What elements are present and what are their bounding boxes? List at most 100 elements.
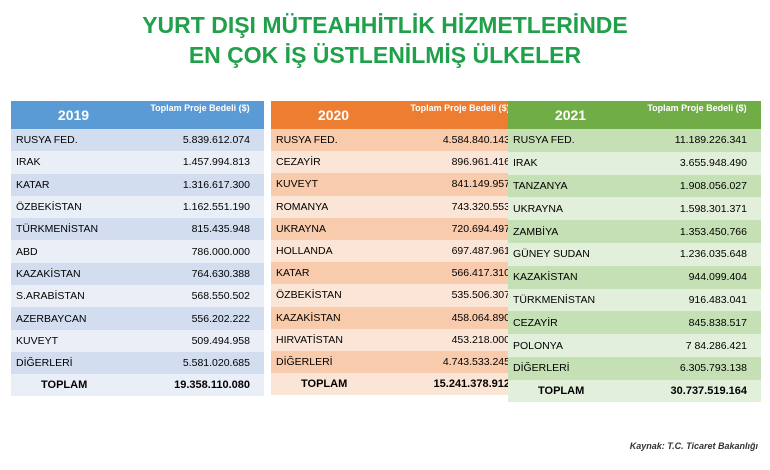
project-value: 4.584.840.143: [442, 134, 510, 147]
country-name: KATAR: [16, 178, 50, 191]
project-value: 509.494.958: [191, 334, 250, 347]
country-name: TÜRKMENİSTAN: [513, 293, 596, 306]
table-body: RUSYA FED. 11.189.226.341 IRAK 3.655.948.49…: [508, 129, 761, 380]
project-value: 568.550.502: [191, 290, 250, 303]
table-body: RUSYA FED. 4.584.840.143 CEZAYİR 896.961.41…: [271, 129, 524, 374]
country-name: ÖZBEKİSTAN: [16, 201, 82, 214]
table-row: TÜRKMENİSTAN 815.435.948: [11, 218, 264, 241]
project-value: 566.417.310: [451, 267, 510, 280]
total-row: TOPLAM 15.241.378.912: [271, 373, 524, 396]
page-title: YURT DIŞI MÜTEAHHİTLİK HİZMETLERİNDE EN …: [0, 10, 770, 70]
project-value: 720.694.497: [451, 222, 510, 235]
country-name: UKRAYNA: [276, 222, 326, 235]
country-name: ÖZBEKİSTAN: [276, 289, 342, 302]
table-row: UKRAYNA 720.694.497: [271, 217, 524, 240]
project-value: 1.236.035.648: [679, 248, 747, 261]
column-header: Toplam Proje Bedeli ($): [410, 103, 510, 113]
country-name: DİĞERLERİ: [276, 355, 333, 368]
country-name: AZERBAYCAN: [16, 312, 87, 325]
project-value: 535.506.307: [451, 289, 510, 302]
table-row: KATAR 566.417.310: [271, 262, 524, 285]
total-row: TOPLAM 30.737.519.164: [508, 379, 761, 402]
country-name: HOLLANDA: [276, 245, 333, 258]
country-name: S.ARABİSTAN: [16, 290, 85, 303]
total-value: 15.241.378.912: [433, 378, 510, 391]
country-name: DİĞERLERİ: [16, 357, 73, 370]
project-value: 944.099.404: [688, 271, 747, 284]
total-label: TOPLAM: [41, 379, 88, 392]
table-row: KAZAKİSTAN 944.099.404: [508, 265, 761, 289]
country-name: RUSYA FED.: [276, 134, 338, 147]
table-row: ÖZBEKİSTAN 535.506.307: [271, 284, 524, 307]
year-label: 2021: [554, 107, 587, 123]
table-row: RUSYA FED. 11.189.226.341: [508, 129, 761, 152]
project-value: 764.630.388: [191, 267, 250, 280]
year-label: 2019: [57, 107, 90, 123]
project-value: 1.908.056.027: [679, 179, 747, 192]
country-name: KAZAKİSTAN: [16, 267, 81, 280]
table-row: DİĞERLERİ 5.581.020.685: [11, 351, 264, 375]
country-name: RUSYA FED.: [16, 134, 78, 147]
table-2020: 2020 Toplam Proje Bedeli ($) RUSYA FED. 4.5…: [271, 101, 524, 396]
total-value: 19.358.110.080: [174, 379, 250, 392]
project-value: 1.316.617.300: [182, 178, 250, 191]
total-label: TOPLAM: [538, 384, 585, 397]
country-name: ROMANYA: [276, 200, 329, 213]
country-name: CEZAYİR: [276, 156, 321, 169]
table-row: HOLLANDA 697.487.961: [271, 239, 524, 263]
table-row: KUVEYT 841.149.957: [271, 173, 524, 196]
table-row: IRAK 1.457.994.813: [11, 151, 264, 174]
table-body: RUSYA FED. 5.839.612.074 IRAK 1.457.994.813…: [11, 129, 264, 375]
country-name: KUVEYT: [16, 334, 59, 347]
table-row: ÖZBEKİSTAN 1.162.551.190: [11, 195, 264, 219]
country-name: IRAK: [16, 156, 41, 169]
project-value: 3.655.948.490: [679, 157, 747, 170]
country-name: ZAMBİYA: [513, 225, 559, 238]
table-row: DİĞERLERİ 6.305.793.138: [508, 356, 761, 380]
project-value: 845.838.517: [688, 316, 747, 329]
table-row: TÜRKMENİSTAN 916.483.041: [508, 288, 761, 312]
total-value: 30.737.519.164: [670, 384, 747, 397]
project-value: 11.189.226.341: [674, 134, 747, 147]
table-2019: 2019 Toplam Proje Bedeli ($) RUSYA FED. 5.8…: [11, 101, 264, 397]
country-name: DİĞERLERİ: [513, 362, 570, 375]
table-row: CEZAYİR 845.838.517: [508, 311, 761, 335]
country-name: KATAR: [276, 267, 310, 280]
country-name: ABD: [16, 245, 38, 258]
country-name: CEZAYİR: [513, 316, 558, 329]
project-value: 815.435.948: [191, 223, 250, 236]
country-name: HIRVATİSTAN: [276, 333, 343, 346]
country-name: KAZAKİSTAN: [513, 271, 578, 284]
title-line-1: YURT DIŞI MÜTEAHHİTLİK HİZMETLERİNDE: [142, 12, 628, 38]
title-line-2: EN ÇOK İŞ ÜSTLENİLMİŞ ÜLKELER: [188, 42, 582, 68]
table-row: KUVEYT 509.494.958: [11, 329, 264, 352]
country-name: IRAK: [513, 157, 538, 170]
table-row: DİĞERLERİ 4.743.533.245: [271, 350, 524, 374]
table-row: RUSYA FED. 4.584.840.143: [271, 129, 524, 152]
country-name: TANZANYA: [513, 179, 568, 192]
year-label: 2020: [317, 107, 350, 123]
table-row: AZERBAYCAN 556.202.222: [11, 307, 264, 330]
project-value: 6.305.793.138: [679, 362, 747, 375]
table-2021: 2021 Toplam Proje Bedeli ($) RUSYA FED. 11.…: [508, 101, 761, 402]
table-row: ABD 786.000.000: [11, 240, 264, 263]
country-name: RUSYA FED.: [513, 134, 575, 147]
table-row: S.ARABİSTAN 568.550.502: [11, 285, 264, 308]
table-row: CEZAYİR 896.961.416: [271, 151, 524, 174]
table-row: POLONYA 7 84.286.421: [508, 334, 761, 357]
table-row: KATAR 1.316.617.300: [11, 173, 264, 196]
table-header: 2021 Toplam Proje Bedeli ($): [508, 101, 761, 129]
table-header: 2020 Toplam Proje Bedeli ($): [271, 101, 524, 129]
table-row: ZAMBİYA 1.353.450.766: [508, 220, 761, 243]
project-value: 916.483.041: [688, 293, 747, 306]
table-row: HIRVATİSTAN 453.218.000: [271, 328, 524, 351]
table-row: TANZANYA 1.908.056.027: [508, 174, 761, 198]
table-row: KAZAKİSTAN 764.630.388: [11, 262, 264, 286]
table-row: ROMANYA 743.320.553: [271, 195, 524, 218]
table-row: IRAK 3.655.948.490: [508, 151, 761, 175]
project-value: 458.064.890: [451, 311, 510, 324]
project-value: 556.202.222: [191, 312, 250, 325]
project-value: 743.320.553: [451, 200, 510, 213]
table-row: UKRAYNA 1.598.301.371: [508, 197, 761, 221]
column-header: Toplam Proje Bedeli ($): [647, 103, 747, 113]
